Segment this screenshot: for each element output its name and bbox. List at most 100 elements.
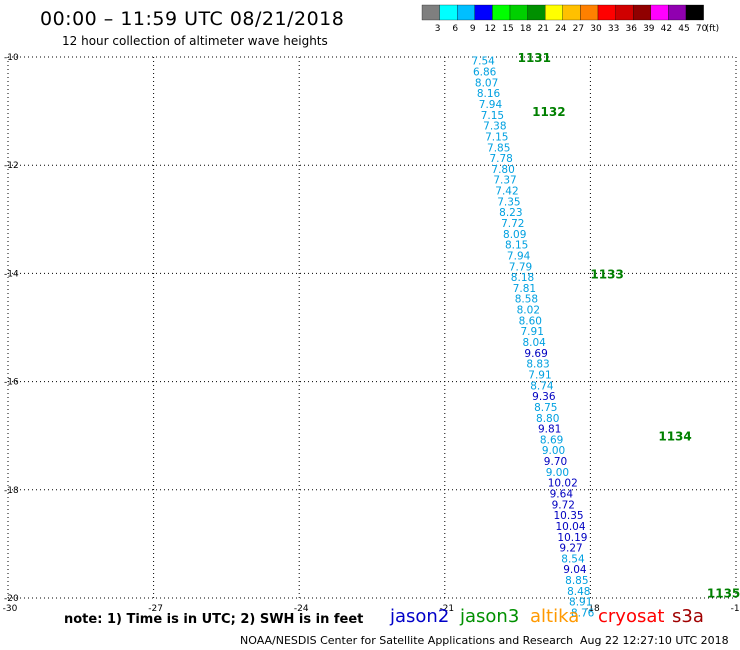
chart-subtitle: 12 hour collection of altimeter wave hei… (62, 34, 328, 48)
color-scale-label: 15 (502, 24, 513, 34)
color-scale-bar: 3 6 9 12 15 18 21 24 27 30 33 36 39 42 45 70(ft) (421, 4, 720, 34)
y-tick-label: -12 (4, 161, 19, 171)
data-point-label: 9.27 (559, 543, 582, 555)
data-point-label: 10.35 (554, 510, 584, 522)
sat-legend-cryosat: cryosat (598, 606, 665, 627)
x-tick-label: -27 (148, 604, 163, 614)
data-point-label: 8.54 (561, 553, 585, 565)
color-scale-label: 6 (452, 24, 458, 34)
y-tick-label: -18 (4, 486, 19, 496)
data-point-label: 8.91 (569, 597, 592, 609)
time-label: 1132 (532, 105, 565, 119)
data-point-label: 9.04 (563, 564, 587, 576)
color-scale-label: 21 (537, 24, 548, 34)
data-point-label: 7.94 (479, 99, 503, 111)
x-tick-label: -15 (731, 604, 740, 614)
color-swatch (562, 4, 581, 21)
data-point-label: 8.83 (526, 359, 549, 371)
data-point-label: 8.02 (517, 305, 540, 317)
data-point-label: 8.76 (571, 608, 595, 620)
data-point-label: 7.42 (495, 186, 518, 198)
chart-title: 00:00 – 11:59 UTC 08/21/2018 (40, 8, 345, 30)
color-scale-label: 70 (696, 24, 708, 34)
color-scale-label: 27 (573, 24, 584, 34)
color-swatch (421, 4, 440, 21)
data-point-label: 7.91 (528, 369, 551, 381)
data-point-label: 7.37 (493, 175, 516, 187)
color-scale-label: 9 (470, 24, 476, 34)
data-point-label: 7.78 (489, 153, 512, 165)
y-tick-label: -14 (4, 269, 19, 279)
color-swatch (685, 4, 704, 21)
color-scale-label: 36 (625, 24, 637, 34)
data-point-label: 7.91 (521, 326, 544, 338)
x-tick-label: -21 (439, 604, 454, 614)
x-tick-label: -18 (585, 604, 600, 614)
color-scale-label: 12 (485, 24, 496, 34)
data-point-label: 9.81 (538, 424, 561, 436)
data-point-label: 8.80 (536, 413, 559, 425)
data-point-label: 8.07 (475, 77, 498, 89)
time-label: 1133 (590, 267, 623, 281)
data-point-label: 9.00 (542, 445, 565, 457)
color-scale-label: 33 (608, 24, 619, 34)
data-point-label: 7.72 (501, 218, 524, 230)
data-points: 7.546.868.078.167.947.157.387.157.857.78… (471, 56, 594, 620)
color-scale-label: 3 (435, 24, 441, 34)
footer-credit: NOAA/NESDIS Center for Satellite Applica… (240, 634, 574, 647)
color-swatch (545, 4, 563, 21)
data-point-label: 9.64 (550, 489, 574, 501)
data-point-label: 9.00 (546, 467, 569, 479)
data-point-label: 8.09 (503, 229, 526, 241)
color-swatch (668, 4, 687, 21)
footer-timestamp: Aug 22 12:27:10 UTC 2018 (580, 634, 729, 647)
y-tick-label: -20 (4, 594, 19, 604)
color-scale-label: 42 (661, 24, 672, 34)
data-point-label: 7.81 (513, 283, 536, 295)
color-swatch (527, 4, 546, 21)
chart-grid (7, 56, 737, 599)
color-swatch (492, 4, 511, 21)
color-scale-label: 45 (678, 24, 689, 34)
y-tick-label: -16 (4, 378, 19, 388)
data-point-label: 7.15 (481, 110, 504, 122)
sat-legend-jason2: jason2 (390, 606, 450, 627)
data-point-label: 8.15 (505, 240, 528, 252)
color-swatch (457, 4, 475, 21)
data-point-label: 7.79 (509, 261, 532, 273)
color-swatch (633, 4, 651, 21)
data-point-label: 8.74 (530, 380, 554, 392)
color-scale-label: 30 (590, 24, 602, 34)
data-point-label: 10.02 (548, 478, 578, 490)
color-swatch (580, 4, 599, 21)
data-point-label: 8.23 (499, 207, 522, 219)
data-point-label: 8.60 (519, 315, 542, 327)
data-point-label: 7.85 (487, 142, 510, 154)
time-labels: 1131 1132 1133 1134 1135 (518, 51, 740, 601)
footer-note: note: 1) Time is in UTC; 2) SWH is in fe… (64, 612, 364, 627)
data-point-label: 7.35 (497, 196, 520, 208)
color-scale-label: 24 (555, 24, 567, 34)
axis-tick-labels: -30 -27 -24 -21 -18 -15 -10 -12 -14 -16 -18 -20 (3, 53, 740, 614)
sat-legend-s3a: s3a (672, 606, 704, 627)
data-point-label: 8.04 (522, 337, 546, 349)
data-point-label: 6.86 (473, 67, 497, 79)
data-point-label: 9.69 (524, 348, 547, 360)
color-swatch (509, 4, 528, 21)
data-point-label: 8.69 (540, 434, 563, 446)
color-swatch (474, 4, 493, 21)
color-scale-unit: (ft) (706, 24, 720, 34)
color-swatch (597, 4, 616, 21)
time-label: 1135 (707, 587, 740, 601)
data-point-label: 7.94 (507, 250, 531, 262)
time-label: 1131 (518, 51, 551, 65)
data-point-label: 9.36 (532, 391, 556, 403)
y-tick-label: -10 (4, 53, 19, 63)
data-point-label: 8.58 (515, 294, 538, 306)
data-point-label: 9.72 (552, 499, 575, 511)
color-scale-label: 18 (520, 24, 532, 34)
data-point-label: 8.48 (567, 586, 590, 598)
data-point-label: 10.19 (557, 532, 587, 544)
data-point-label: 7.80 (491, 164, 514, 176)
